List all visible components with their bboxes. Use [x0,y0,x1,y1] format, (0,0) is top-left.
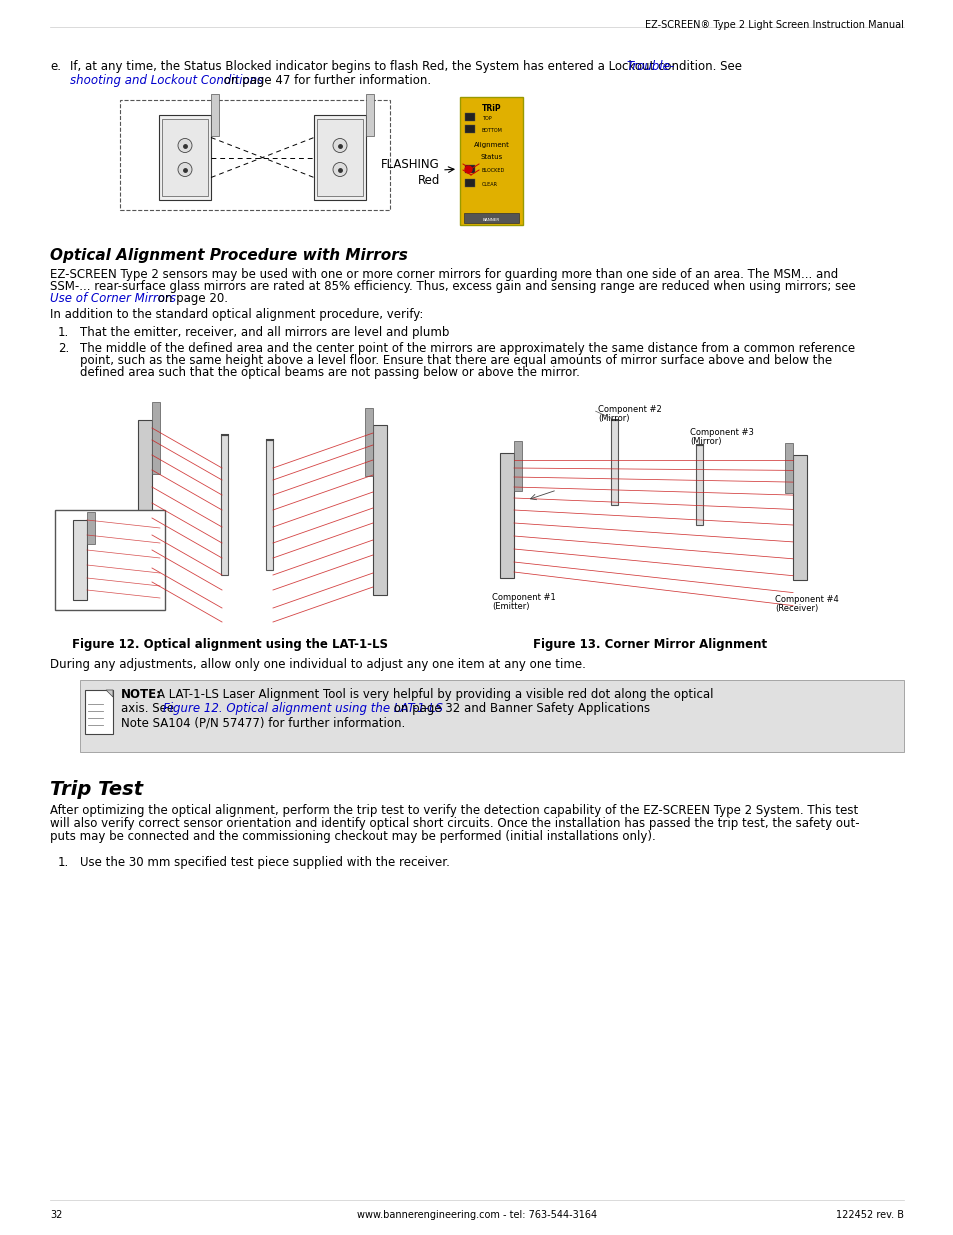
Text: shooting and Lockout Conditions: shooting and Lockout Conditions [70,74,263,86]
Text: Component #1: Component #1 [492,593,556,601]
Bar [55,510,165,610]
Bar [464,179,475,186]
Bar [464,165,475,173]
Bar [87,513,95,543]
Text: point, such as the same height above a level floor. Ensure that there are equal : point, such as the same height above a l… [80,354,831,367]
Bar [266,440,274,571]
Bar [463,212,518,224]
Text: BOTTOM: BOTTOM [481,128,502,133]
Text: EZ-SCREEN Type 2 sensors may be used with one or more corner mirrors for guardin: EZ-SCREEN Type 2 sensors may be used wit… [50,268,838,282]
Text: (Mirror): (Mirror) [598,414,629,424]
Bar [459,98,522,225]
Text: Use of Corner Mirrors: Use of Corner Mirrors [50,291,175,305]
Bar [316,119,363,196]
Text: on page 20.: on page 20. [153,291,228,305]
Text: TRiP: TRiP [481,104,500,112]
Text: Figure 12. Optical alignment using the LAT-1-LS: Figure 12. Optical alignment using the L… [71,638,388,651]
Text: If, at any time, the Status Blocked indicator begins to flash Red, the System ha: If, at any time, the Status Blocked indi… [70,61,793,73]
Text: EZ-SCREEN® Type 2 Light Screen Instruction Manual: EZ-SCREEN® Type 2 Light Screen Instructi… [644,20,903,30]
Text: Figure 12. Optical alignment using the LAT-1-LS: Figure 12. Optical alignment using the L… [163,701,442,715]
Text: Component #2: Component #2 [598,405,661,414]
Circle shape [333,163,347,177]
Text: A LAT-1-LS Laser Alignment Tool is very helpful by providing a visible red dot a: A LAT-1-LS Laser Alignment Tool is very … [157,688,713,701]
Text: Trip Test: Trip Test [50,781,143,799]
Bar [464,112,475,121]
Text: After optimizing the optical alignment, perform the trip test to verify the dete: After optimizing the optical alignment, … [50,804,858,818]
Polygon shape [106,690,112,697]
Circle shape [178,138,192,152]
Text: SSM-... rear-surface glass mirrors are rated at 85% efficiency. Thus, excess gai: SSM-... rear-surface glass mirrors are r… [50,280,855,293]
Text: That the emitter, receiver, and all mirrors are level and plumb: That the emitter, receiver, and all mirr… [80,326,449,338]
Bar [499,453,514,578]
Text: The middle of the defined area and the center point of the mirrors are approxima: The middle of the defined area and the c… [80,342,854,354]
Bar [211,94,219,136]
Bar [792,454,806,580]
Text: Component #3: Component #3 [689,429,753,437]
Text: Trouble-: Trouble- [626,61,675,73]
Bar [611,420,618,505]
Text: (Receiver): (Receiver) [774,604,818,613]
Text: defined area such that the optical beams are not passing below or above the mirr: defined area such that the optical beams… [80,366,579,379]
Text: Note SA104 (P/N 57477) for further information.: Note SA104 (P/N 57477) for further infor… [121,716,405,729]
Text: e.: e. [50,61,61,73]
Text: Red: Red [417,173,439,186]
Text: During any adjustments, allow only one individual to adjust any one item at any : During any adjustments, allow only one i… [50,658,585,671]
Text: puts may be connected and the commissioning checkout may be performed (initial i: puts may be connected and the commission… [50,830,655,844]
Text: Use the 30 mm specified test piece supplied with the receiver.: Use the 30 mm specified test piece suppl… [80,856,450,869]
Bar [138,420,152,600]
Text: Status: Status [480,154,502,161]
Text: (Emitter): (Emitter) [492,601,529,611]
Bar [464,125,475,133]
Text: Alignment: Alignment [473,142,509,148]
Bar [159,115,211,200]
Bar [514,441,521,490]
Text: NOTE:: NOTE: [121,688,162,701]
Text: Component #4: Component #4 [774,595,838,604]
Text: Optical Alignment Procedure with Mirrors: Optical Alignment Procedure with Mirrors [50,248,408,263]
Text: Figure 13. Corner Mirror Alignment: Figure 13. Corner Mirror Alignment [533,638,766,651]
Text: TOP: TOP [481,116,491,121]
Text: (Mirror): (Mirror) [689,437,720,446]
Circle shape [178,163,192,177]
Text: BANNER: BANNER [482,219,499,222]
Text: 2.: 2. [58,342,70,354]
Text: CLEAR: CLEAR [481,182,497,186]
Bar [696,445,702,525]
Text: 1.: 1. [58,326,70,338]
Text: In addition to the standard optical alignment procedure, verify:: In addition to the standard optical alig… [50,308,423,321]
Bar [80,680,903,752]
Text: If, at any time, the Status Blocked indicator begins to flash Red, the System ha: If, at any time, the Status Blocked indi… [70,61,745,73]
Text: BLOCKED: BLOCKED [481,168,505,173]
Text: 1.: 1. [58,856,70,869]
Bar [152,403,160,474]
Bar [73,520,87,600]
Bar [85,690,112,734]
Text: FLASHING: FLASHING [381,158,439,172]
Bar [366,94,374,136]
Text: will also verify correct sensor orientation and identify optical short circuits.: will also verify correct sensor orientat… [50,818,859,830]
Text: axis. See: axis. See [121,701,177,715]
Bar [784,442,792,493]
Bar [365,408,373,475]
Text: 122452 rev. B: 122452 rev. B [835,1210,903,1220]
Text: www.bannerengineering.com - tel: 763-544-3164: www.bannerengineering.com - tel: 763-544… [356,1210,597,1220]
Text: on page 32 and Banner Safety Applications: on page 32 and Banner Safety Application… [389,701,649,715]
Text: on page 47 for further information.: on page 47 for further information. [220,74,431,86]
Bar [221,435,229,576]
Circle shape [333,138,347,152]
Text: 32: 32 [50,1210,62,1220]
Bar [120,100,390,210]
Bar [162,119,208,196]
Bar [373,425,387,595]
Bar [314,115,366,200]
